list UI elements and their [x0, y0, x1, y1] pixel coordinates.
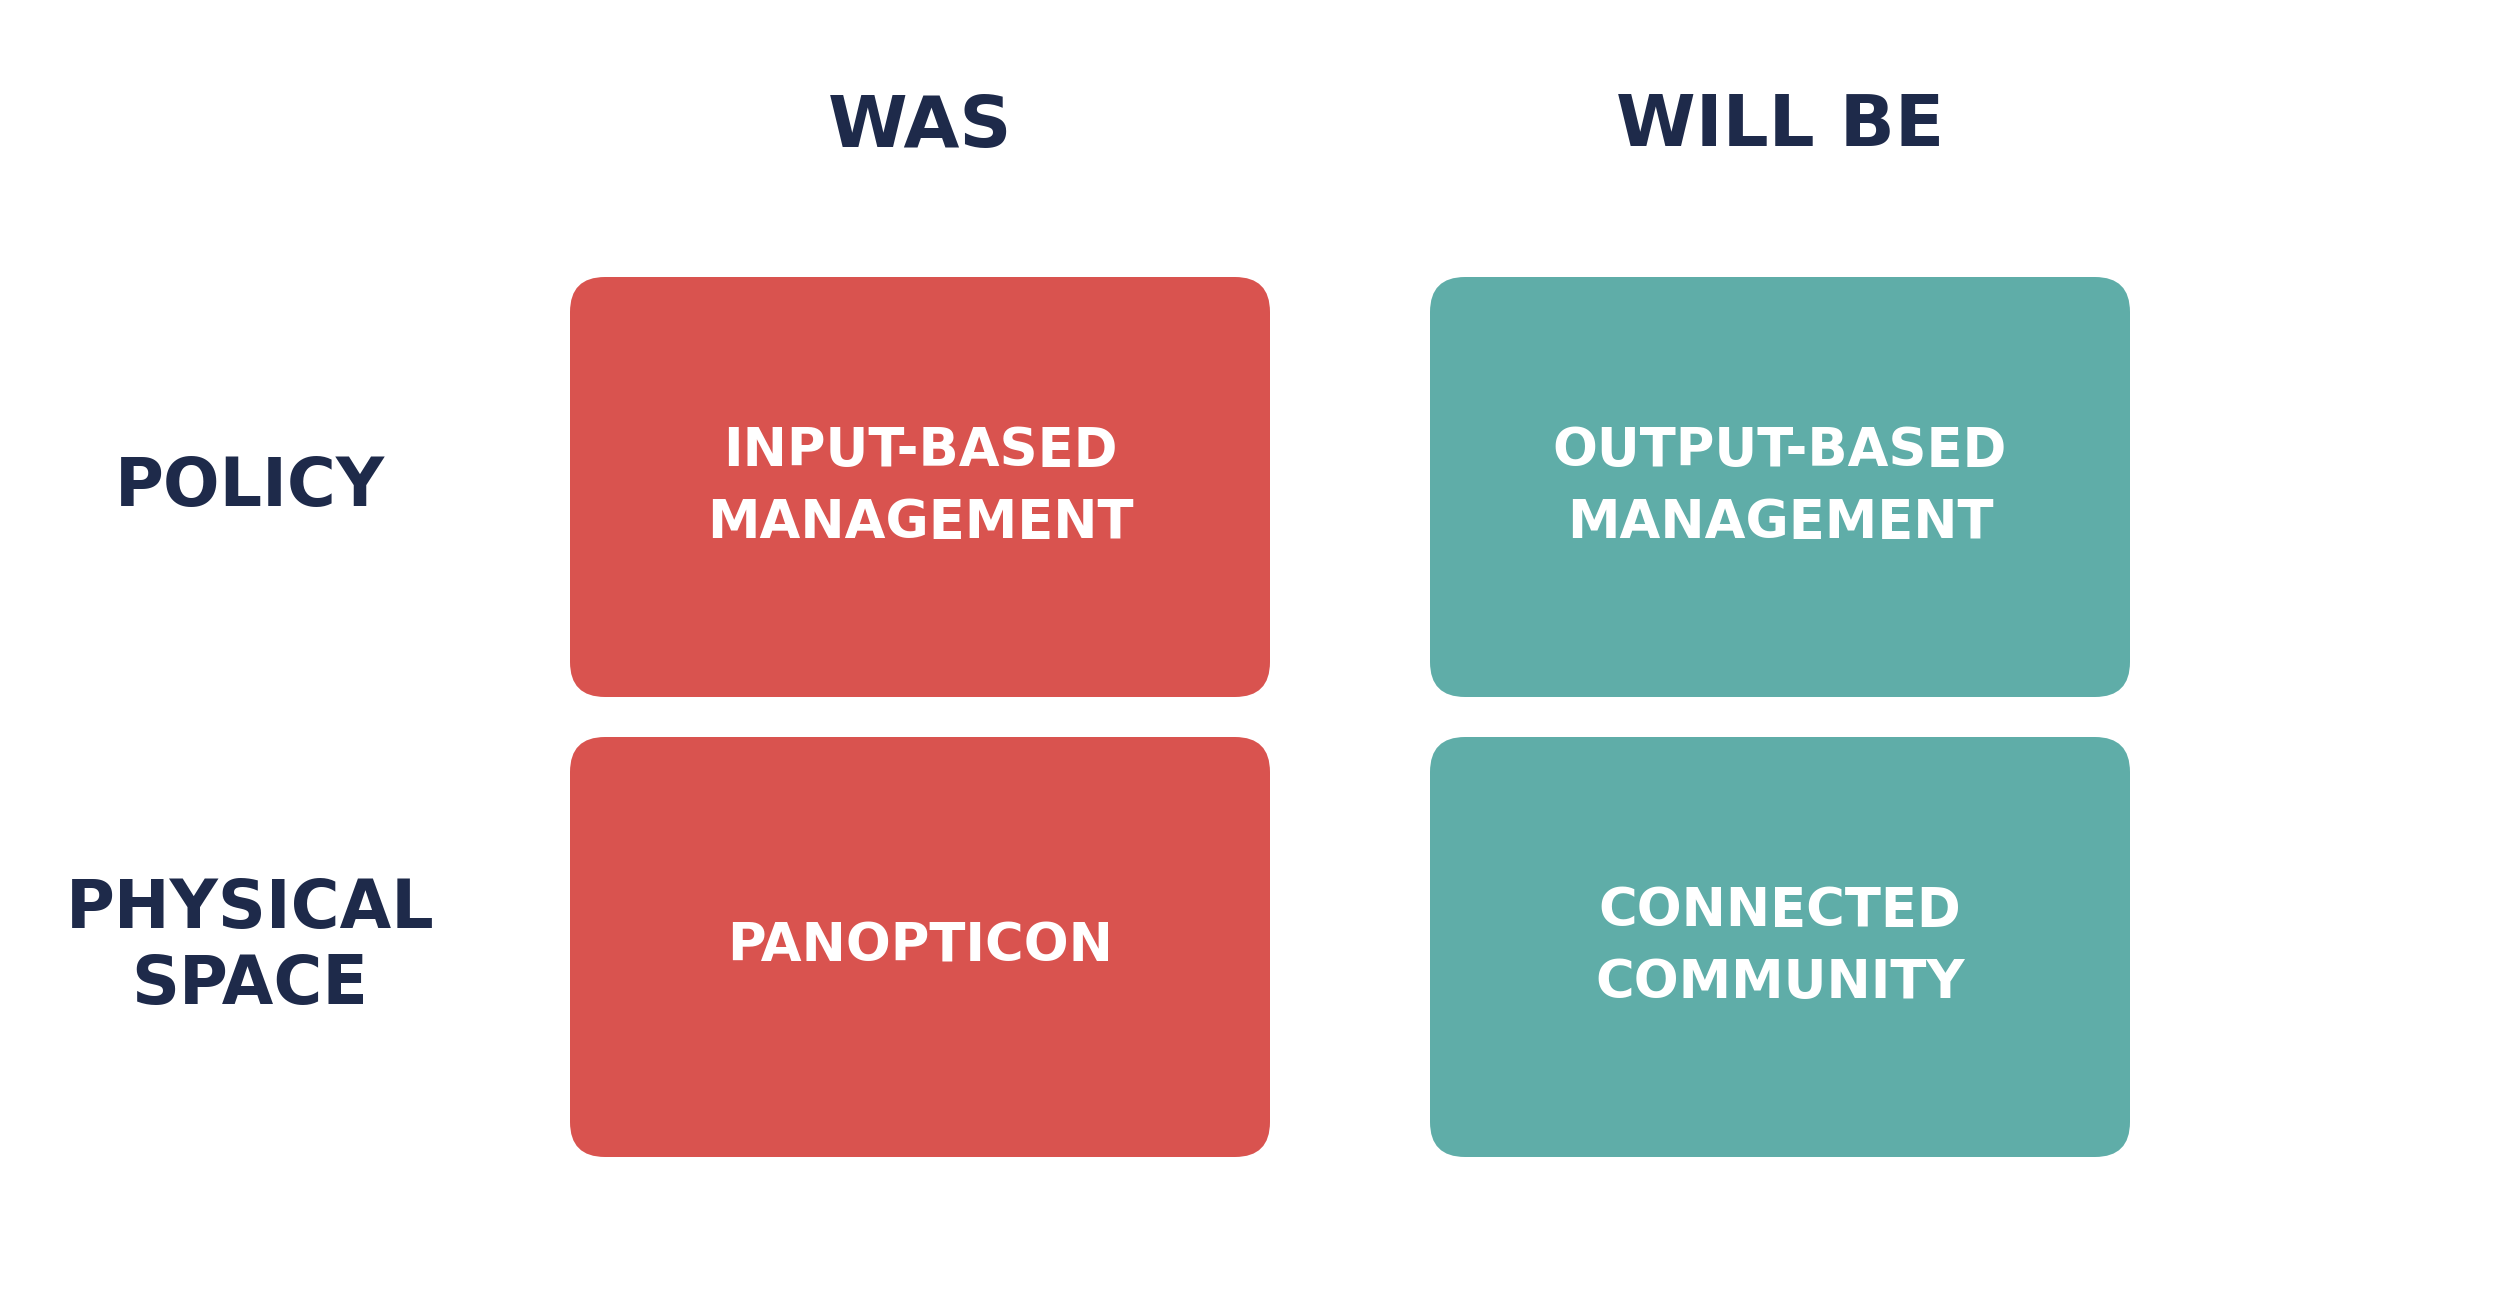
Text: PANOPTICON: PANOPTICON [728, 921, 1113, 972]
Text: PHYSICAL
SPACE: PHYSICAL SPACE [65, 876, 435, 1018]
FancyBboxPatch shape [570, 277, 1271, 697]
Text: WILL BE: WILL BE [1616, 93, 1943, 162]
Text: OUTPUT-BASED
MANAGEMENT: OUTPUT-BASED MANAGEMENT [1553, 425, 2008, 549]
Text: WAS: WAS [828, 93, 1013, 162]
FancyBboxPatch shape [1431, 277, 2131, 697]
FancyBboxPatch shape [1431, 737, 2131, 1157]
FancyBboxPatch shape [570, 737, 1271, 1157]
Text: INPUT-BASED
MANAGEMENT: INPUT-BASED MANAGEMENT [708, 425, 1133, 549]
Text: POLICY: POLICY [115, 454, 385, 520]
Text: CONNECTED
COMMUNITY: CONNECTED COMMUNITY [1596, 885, 1966, 1009]
